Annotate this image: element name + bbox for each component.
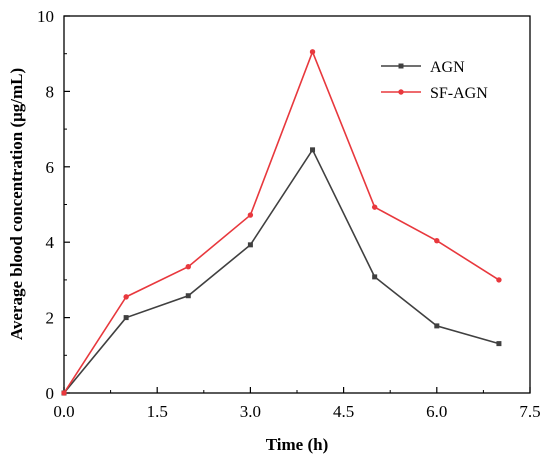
data-point-agn — [185, 293, 191, 299]
legend: AGN SF-AGN — [381, 59, 488, 102]
y-axis-title: Average blood concentration (μg/mL) — [7, 68, 26, 340]
legend-marker-agn — [398, 63, 404, 69]
legend-label-sf-agn: SF-AGN — [430, 85, 488, 102]
data-point-sf-agn — [247, 212, 254, 218]
x-tick-label: 4.5 — [333, 402, 354, 421]
legend-label-agn: AGN — [430, 59, 465, 76]
axes: 0.0 1.5 3.0 4.5 6.0 7.5 0 2 4 6 8 10 — [37, 7, 541, 421]
series-line-sf-agn — [63, 49, 500, 394]
x-tick-label: 1.5 — [147, 402, 168, 421]
x-tick-label: 3.0 — [240, 402, 261, 421]
data-point-sf-agn — [61, 390, 67, 396]
y-tick-label: 0 — [46, 384, 55, 403]
legend-item-agn: AGN — [381, 59, 465, 76]
plot-area: 0.0 1.5 3.0 4.5 6.0 7.5 0 2 4 6 8 10 AGN SF-AGN — [37, 7, 541, 421]
x-axis-title: Time (h) — [266, 435, 329, 454]
data-point-agn — [310, 147, 316, 153]
x-tick-label: 7.5 — [519, 402, 540, 421]
data-point-sf-agn — [371, 204, 378, 210]
legend-item-sf-agn: SF-AGN — [381, 85, 488, 102]
y-tick-label: 10 — [37, 7, 54, 26]
y-tick-label: 6 — [46, 158, 55, 177]
data-point-agn — [496, 341, 502, 347]
data-point-sf-agn — [123, 294, 129, 300]
data-point-agn — [123, 315, 129, 321]
data-point-sf-agn — [309, 49, 316, 55]
y-tick-label: 8 — [46, 82, 55, 101]
data-point-agn — [434, 323, 440, 329]
y-tick-label: 2 — [46, 309, 55, 328]
series-sf-agn — [61, 49, 502, 396]
data-point-sf-agn — [185, 264, 191, 270]
data-point-sf-agn — [496, 277, 502, 283]
data-point-agn — [247, 242, 253, 248]
y-tick-label: 4 — [46, 233, 55, 252]
series-agn — [61, 147, 502, 396]
x-tick-label: 0.0 — [53, 402, 74, 421]
x-tick-label: 6.0 — [426, 402, 447, 421]
legend-marker-sf-agn — [398, 89, 404, 95]
data-point-agn — [372, 274, 378, 280]
series-line-agn — [63, 148, 500, 394]
series-layer — [61, 49, 502, 396]
data-point-sf-agn — [434, 237, 440, 244]
